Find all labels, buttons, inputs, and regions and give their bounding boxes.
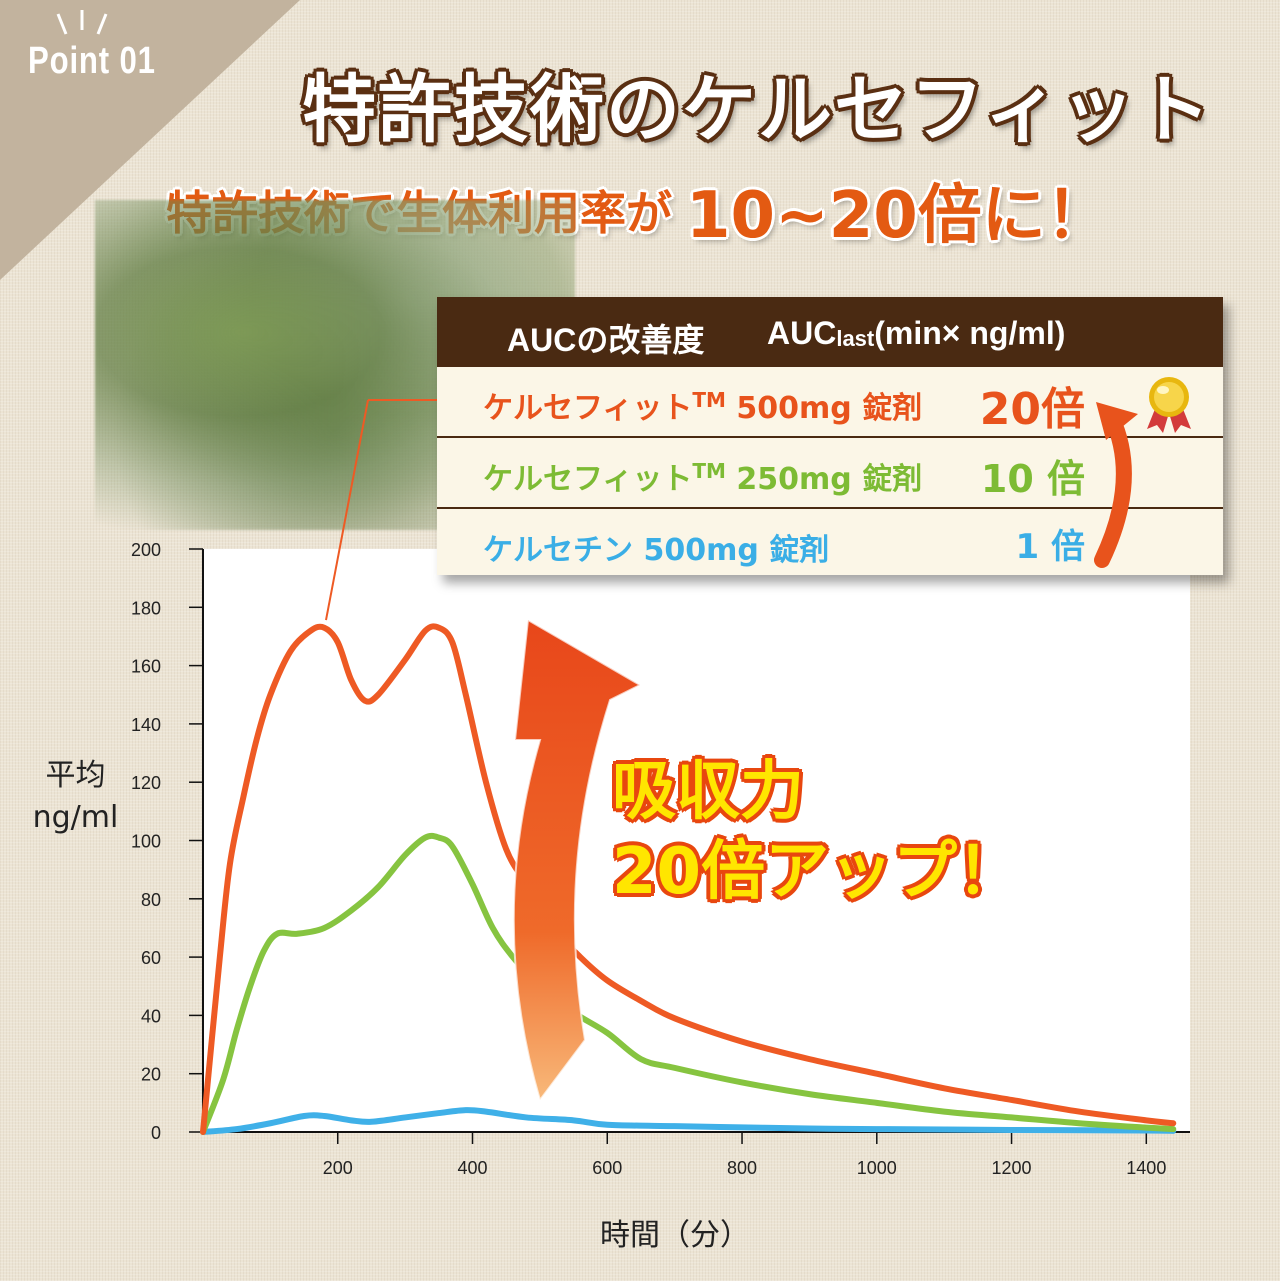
row-dose: 250mg 錠剤 [725,462,923,497]
x-tick-label: 1400 [1126,1158,1166,1178]
plot-area [203,549,1190,1132]
y-tick-label: 140 [131,715,161,735]
table-header-col2: AUClast(min× ng/ml) [767,315,1065,352]
x-tick-label: 1000 [857,1158,897,1178]
row-product: ケルセフィット [483,462,693,497]
y-tick-label: 180 [131,598,161,618]
row-product: ケルセチン [483,533,633,568]
row-value: 1 倍 [1015,527,1086,567]
row-tm: TM [692,459,726,483]
table-row: ケルセフィットTM 500mg 錠剤 20倍 [437,367,1223,438]
y-tick-label: 20 [141,1065,161,1085]
sparkle-icon [56,10,108,35]
row-dose: 500mg 錠剤 [725,391,923,426]
x-tick-label: 600 [592,1158,622,1178]
gold-medal-icon [1147,377,1191,433]
table-header-col1: AUCの改善度 [507,322,705,358]
table-header-auc: AUC [767,315,837,351]
table-row: ケルセチン 500mg 錠剤 1 倍 [437,509,1223,578]
table-header: AUCの改善度 AUClast(min× ng/ml) [437,297,1223,367]
y-axis-label: 平均 ng/ml [28,755,123,839]
x-tick-label: 1200 [992,1158,1032,1178]
row-name: ケルセフィットTM 500mg 錠剤 [483,383,922,427]
row-dose: 500mg 錠剤 [633,533,830,568]
x-tick-label: 800 [727,1158,757,1178]
row-value: 10 倍 [980,457,1085,501]
table-header-sub: last [836,326,875,351]
point-label: Point 01 [28,40,156,82]
y-tick-label: 60 [141,948,161,968]
table-header-unit: (min× ng/ml) [874,315,1066,351]
y-axis-label-2: ng/ml [32,800,119,835]
y-tick-label: 160 [131,657,161,677]
table-row: ケルセフィットTM 250mg 錠剤 10 倍 [437,438,1223,509]
big-up-arrow-icon [512,618,643,1103]
x-tick-label: 200 [323,1158,353,1178]
y-tick-label: 120 [131,773,161,793]
row-value: 20倍 [979,384,1085,435]
series-line-1 [200,623,1177,1135]
callout: 吸収力 20倍アップ！ [612,752,1021,912]
y-tick-label: 100 [131,832,161,852]
row-product: ケルセフィット [483,391,693,426]
callout-line1: 吸収力 [612,755,804,829]
page-title: 特許技術のケルセフィット [302,67,1213,153]
x-axis-label: 時間（分） [600,1218,750,1253]
series-line-3 [200,1107,1177,1135]
subtitle-emphasis: 10~20倍に！ [686,179,1110,253]
x-tick-label: 400 [457,1158,487,1178]
leader-line [325,399,369,621]
callout-line2: 20倍アップ！ [612,835,1022,909]
row-name: ケルセフィットTM 250mg 錠剤 [483,454,922,498]
series-line-2 [200,832,1177,1135]
y-tick-label: 40 [141,1006,161,1026]
row-tm: TM [692,388,726,412]
y-tick-label: 0 [151,1123,161,1143]
auc-table: AUCの改善度 AUClast(min× ng/ml) ケルセフィットTM 50… [437,297,1223,575]
row-name: ケルセチン 500mg 錠剤 [483,525,829,569]
y-axis-label-1: 平均 [45,758,106,793]
y-tick-label: 200 [131,540,161,560]
small-up-arrow-icon [1094,410,1132,568]
small-arrow-head [1096,402,1138,440]
y-tick-label: 80 [141,890,161,910]
